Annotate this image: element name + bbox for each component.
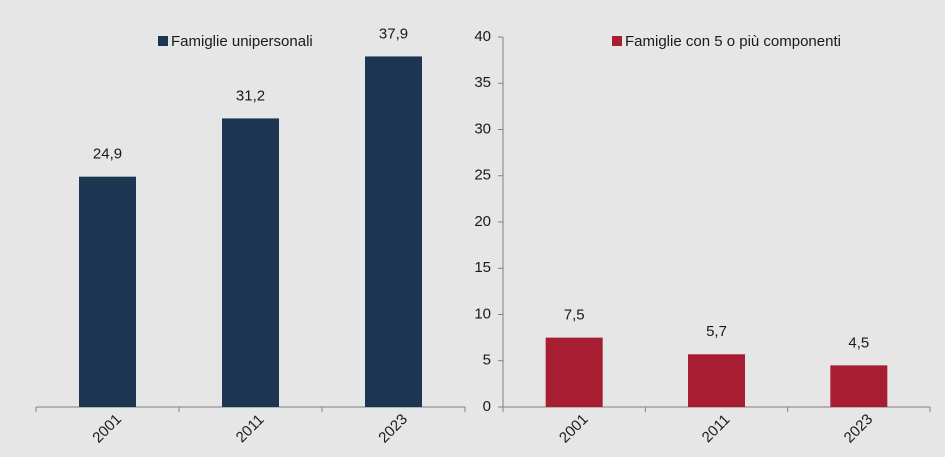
- bar: [79, 176, 136, 407]
- value-label: 37,9: [379, 25, 408, 42]
- y-tick-label: 25: [474, 167, 491, 184]
- x-tick-label: 2023: [375, 411, 411, 447]
- y-tick-label: 30: [474, 120, 491, 137]
- value-label: 24,9: [93, 146, 122, 163]
- y-tick-label: 35: [474, 74, 491, 91]
- y-tick-label: 40: [474, 28, 491, 45]
- value-label: 5,7: [706, 323, 727, 340]
- bar: [365, 56, 422, 408]
- bar: [688, 354, 745, 407]
- y-tick-label: 10: [474, 305, 491, 322]
- y-tick-label: 0: [483, 398, 491, 415]
- x-tick-label: 2011: [233, 411, 268, 446]
- legend-label: Famiglie unipersonali: [171, 33, 313, 50]
- legend-label: Famiglie con 5 o più componenti: [625, 33, 841, 50]
- x-tick-label: 2001: [89, 411, 125, 447]
- x-tick-label: 2011: [699, 411, 734, 446]
- bar: [222, 118, 279, 408]
- legend-swatch: [158, 36, 168, 46]
- bar: [830, 365, 888, 407]
- y-tick-label: 20: [474, 213, 491, 230]
- legend-swatch: [612, 36, 622, 46]
- bar: [545, 337, 603, 407]
- x-tick-label: 2001: [556, 411, 592, 447]
- y-tick-label: 5: [483, 352, 491, 369]
- value-label: 31,2: [236, 87, 265, 104]
- value-label: 4,5: [848, 334, 869, 351]
- x-tick-label: 2023: [841, 411, 877, 447]
- value-label: 7,5: [564, 307, 585, 324]
- y-tick-label: 15: [474, 259, 491, 276]
